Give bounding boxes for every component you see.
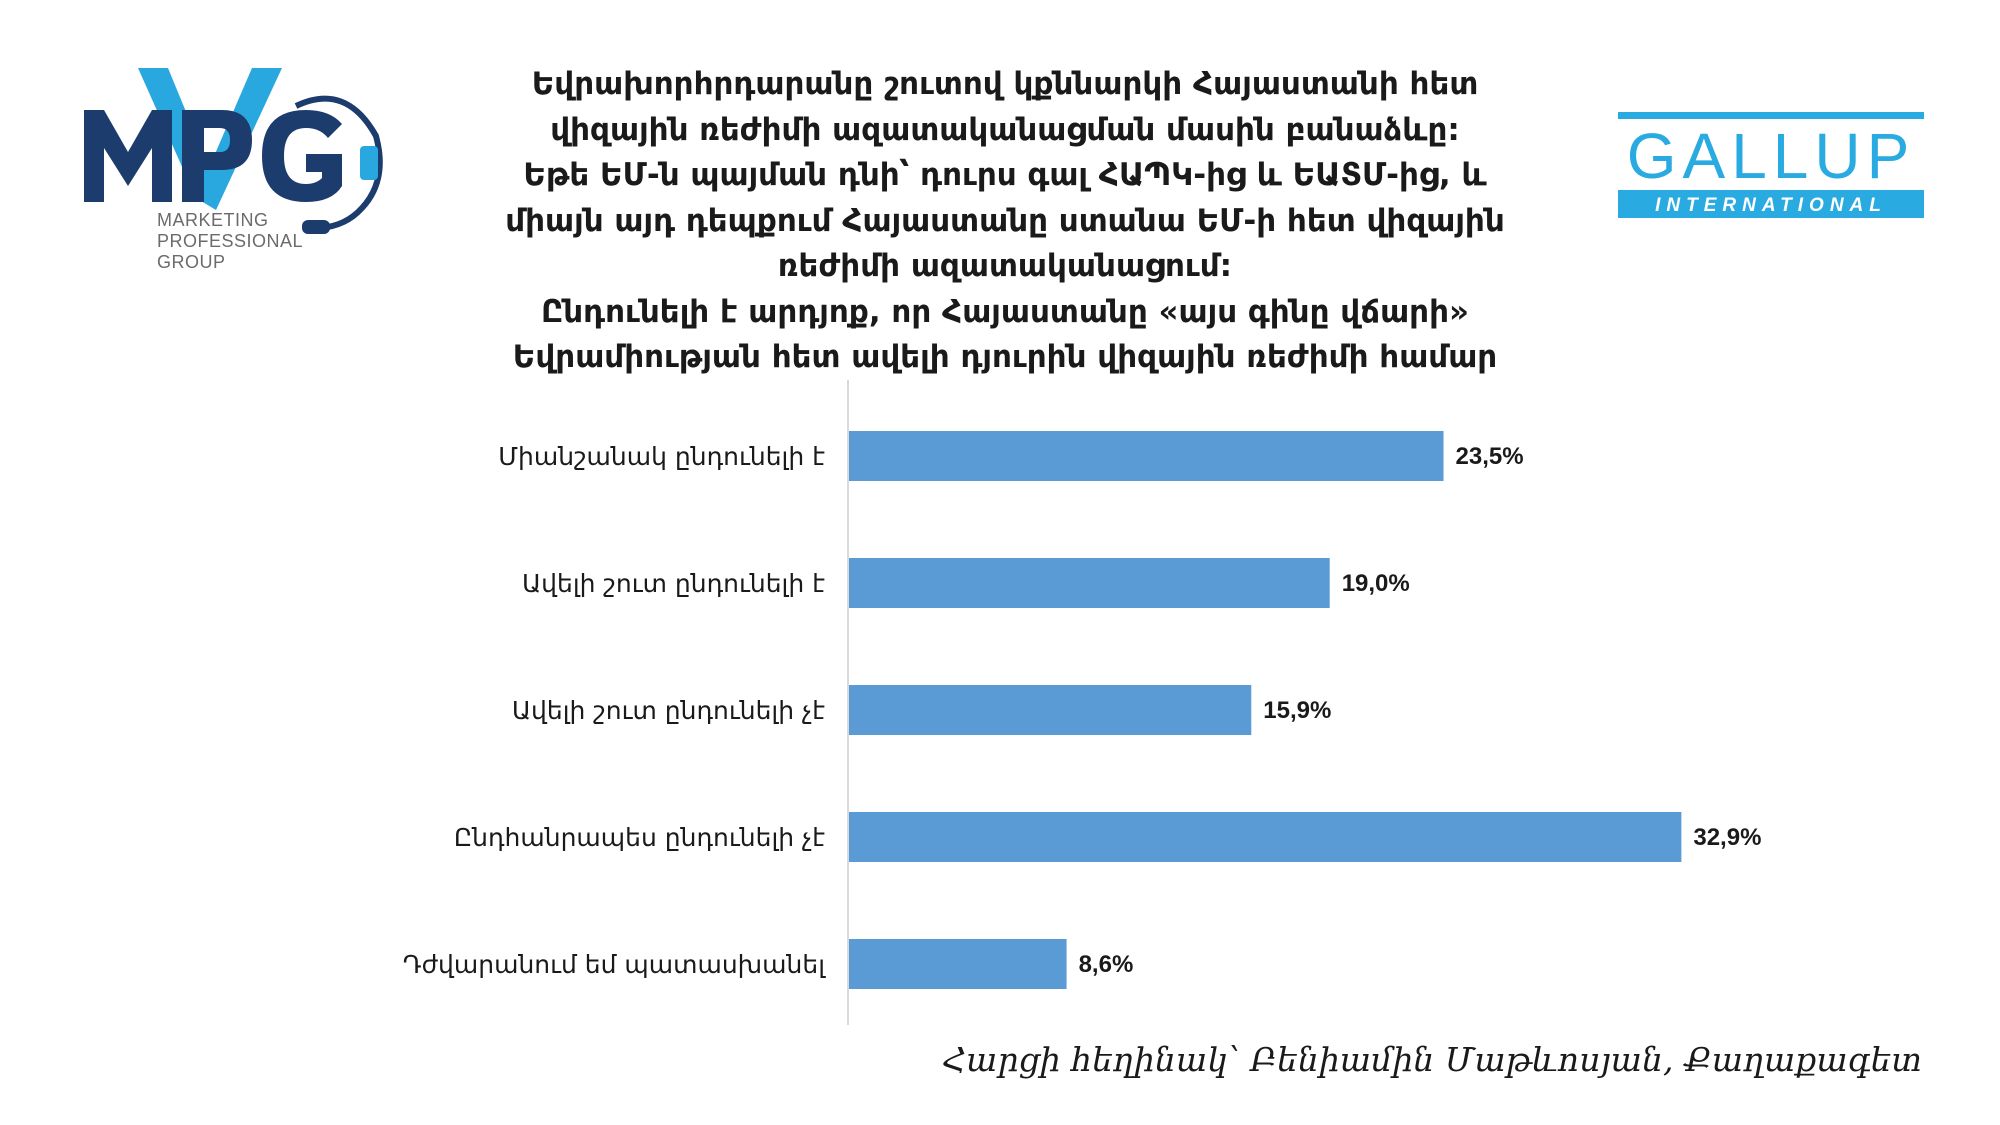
- bar: [849, 558, 1330, 608]
- bar: [849, 812, 1682, 862]
- mpg-logo-mark: [84, 68, 383, 234]
- mpg-logo: MARKETING PROFESSIONAL GROUP: [70, 60, 410, 290]
- data-label: 23,5%: [1456, 443, 1524, 470]
- mpg-logo-line1: MARKETING: [157, 210, 269, 230]
- title-line: միայն այդ դեպքում Հայաստանը ստանա ԵՄ-ի հ…: [505, 202, 1505, 239]
- question-author: Հարցի հեղինակ՝ Բենիամին Մաթևոսյան, Քաղաք…: [942, 1040, 1922, 1079]
- data-label: 15,9%: [1263, 697, 1331, 724]
- bar-chart: Միանշանակ ընդունելի է 23,5% Ավելի շուտ ընդ…: [403, 380, 1761, 1025]
- data-label: 32,9%: [1693, 824, 1761, 851]
- bar: [849, 939, 1067, 989]
- bar: [849, 431, 1444, 481]
- mpg-logo-line2: PROFESSIONAL: [157, 231, 304, 251]
- gallup-logo: GALLUP INTERNATIONAL: [1618, 112, 1924, 218]
- category-label: Ավելի շուտ ընդունելի չէ: [512, 696, 825, 725]
- title-line: վիզային ռեժիմի ազատականացման մասին բանաձ…: [550, 111, 1460, 148]
- data-label: 19,0%: [1342, 570, 1410, 597]
- category-label: Ընդհանրապես ընդունելի չէ: [454, 823, 825, 852]
- data-label: 8,6%: [1079, 951, 1134, 978]
- gallup-logo-tagline: INTERNATIONAL: [1655, 195, 1887, 216]
- bar: [849, 685, 1252, 735]
- chart-title: Եվրախորհրդարանը շուտով կքննարկի Հայաստան…: [430, 62, 1580, 381]
- category-label: Ավելի շուտ ընդունելի է: [522, 569, 825, 598]
- title-line: Եվրամիության հետ ավելի դյուրին վիզային ռ…: [512, 339, 1498, 375]
- gallup-logo-name: GALLUP: [1627, 120, 1916, 192]
- title-line: Եթե ԵՄ-ն պայման դնի՝ դուրս գալ ՀԱՊԿ-ից և…: [523, 157, 1487, 193]
- title-line: Ընդունելի է արդյոք, որ Հայաստանը «այս գի…: [540, 293, 1470, 330]
- category-label: Դժվարանում եմ պատասխանել: [403, 950, 826, 979]
- category-label: Միանշանակ ընդունելի է: [498, 442, 825, 471]
- mpg-logo-line3: GROUP: [157, 252, 226, 272]
- title-line: ռեժիմի ազատականացում:: [777, 248, 1233, 284]
- title-line: Եվրախորհրդարանը շուտով կքննարկի Հայաստան…: [531, 66, 1479, 102]
